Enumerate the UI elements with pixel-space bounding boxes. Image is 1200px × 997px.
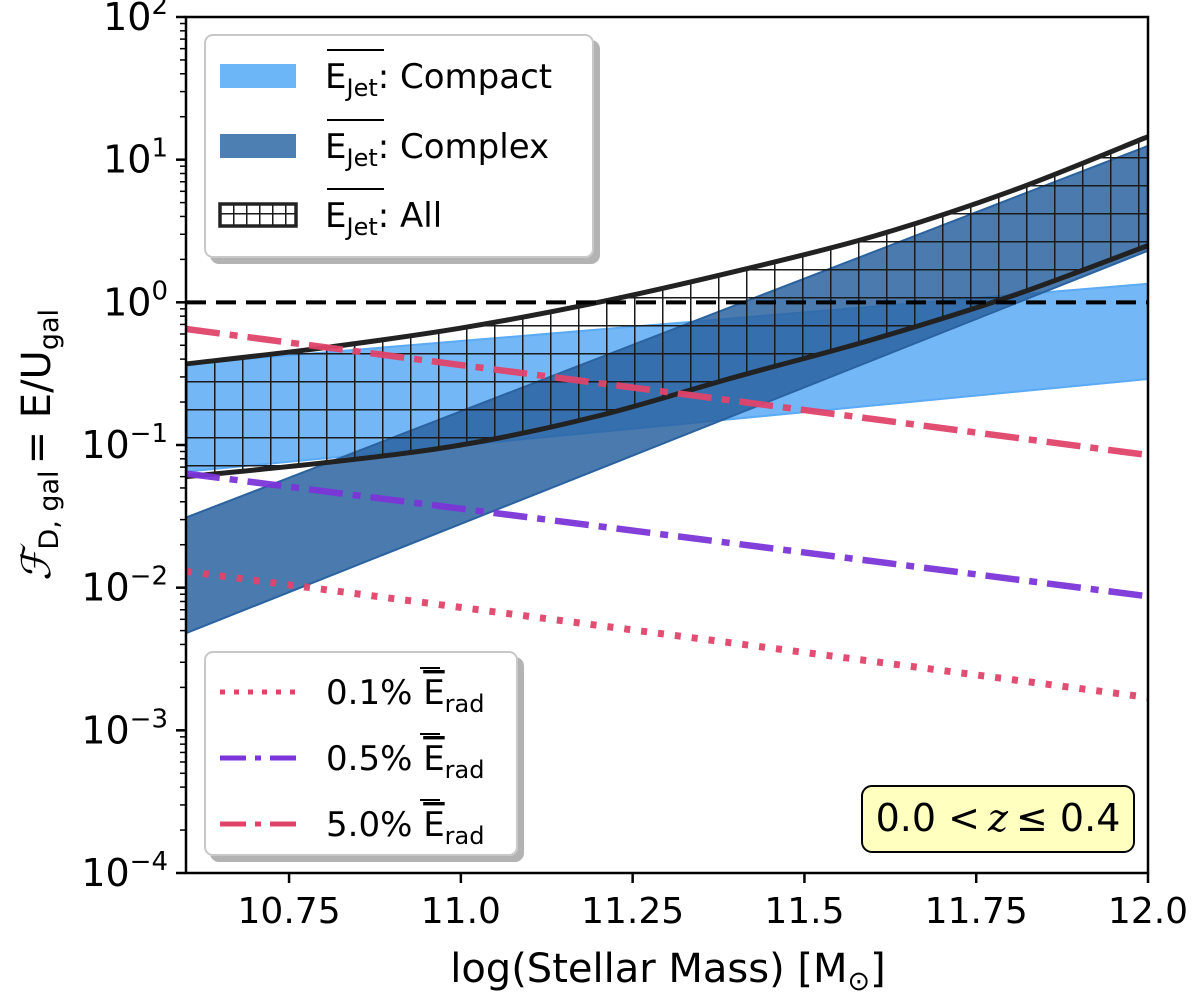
y-tick-label: 102 — [103, 0, 168, 39]
y-axis-label: ℱD, gal= E/Ugal — [14, 309, 65, 581]
y-tick-label: 10−4 — [81, 847, 168, 895]
x-tick-label: 10.75 — [238, 891, 341, 932]
legend-jet-label: EJet: All — [325, 196, 442, 241]
x-tick-label: 11.5 — [764, 891, 844, 932]
band-all-upper-edge — [186, 134, 1148, 367]
redshift-box — [861, 785, 1135, 853]
legend-jet-swatch — [220, 64, 296, 88]
legend-erad-label: 0.1% Erad — [326, 673, 484, 718]
legend-erad-label: 5.0% Erad — [326, 805, 484, 850]
legend-jet-label: EJet: Complex — [325, 127, 549, 172]
y-axis-ticks: 102 101 100 10−1 10−2 10−3 10−4 — [81, 0, 186, 895]
series-line-1 — [186, 470, 1148, 600]
redshift-annotation: 0.0 < z ≤ 0.4 — [861, 785, 1135, 853]
x-tick-label: 11.75 — [925, 891, 1028, 932]
x-axis-ticks: 10.75 11.0 11.25 11.5 11.75 12.0 — [238, 873, 1188, 932]
y-tick-label: 10−1 — [81, 419, 168, 467]
redshift-text: 0.0 < z ≤ 0.4 — [876, 796, 1121, 840]
legend-jet-swatch — [218, 202, 298, 228]
x-tick-label: 11.25 — [581, 891, 684, 932]
legend-erad: 0.1% Erad 0.5% Erad 5.0% Erad — [204, 651, 518, 856]
x-tick-label: 12.0 — [1108, 891, 1188, 932]
x-tick-label: 11.0 — [421, 891, 501, 932]
series-line-2 — [186, 325, 1148, 459]
y-tick-label: 10−2 — [81, 562, 168, 610]
y-tick-label: 100 — [103, 276, 168, 324]
svg-text:ℱD, gal= E/Ugal: ℱD, gal= E/Ugal — [14, 309, 65, 581]
legend-erad-label: 0.5% Erad — [326, 739, 484, 784]
lines-layer — [186, 300, 1148, 701]
x-axis-label: log(Stellar Mass) [M⊙] — [450, 946, 886, 997]
legend-jet: EJet: Compact EJet: Complex EJet: All — [204, 34, 594, 258]
legend-jet-label: EJet: Compact — [325, 57, 552, 102]
legend-jet-frame — [204, 34, 594, 258]
legend-jet-swatch — [220, 134, 296, 158]
y-tick-label: 10−3 — [81, 704, 168, 752]
band-all-hatch — [186, 136, 1148, 477]
y-tick-label: 101 — [103, 134, 168, 182]
legend-erad-frame — [204, 651, 518, 856]
